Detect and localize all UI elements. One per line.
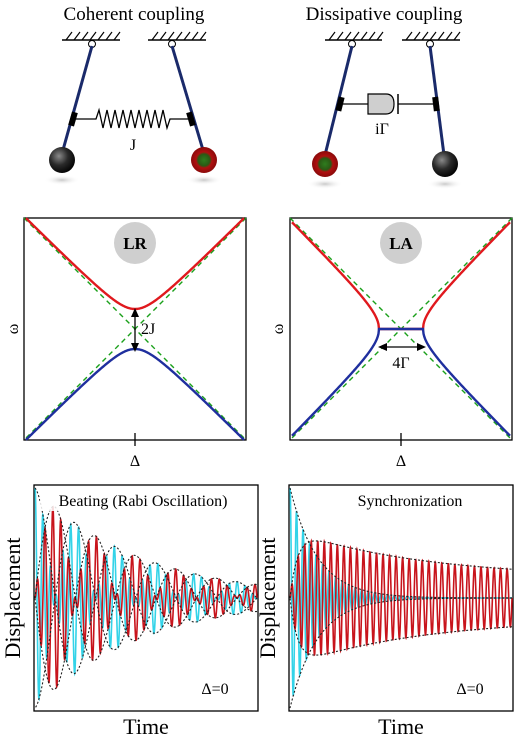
sync-time-axis: Time (378, 714, 424, 739)
sync-displacement-axis: Displacement (255, 538, 280, 659)
dissipative-pendulums: iΓ (307, 31, 463, 189)
la-detuning-axis: Δ (396, 453, 406, 470)
bob-icon (312, 151, 338, 177)
spring-icon (76, 107, 188, 131)
la-badge-label: LA (389, 234, 413, 253)
la-dispersion-panel: 4Γ LA Δ ω (270, 217, 513, 470)
lr-badge (114, 222, 156, 264)
sync-detuning-label: Δ=0 (456, 681, 483, 698)
coupling-constant-j: J (130, 137, 136, 154)
sync-red-trace (289, 538, 513, 657)
bob-icon (49, 147, 75, 173)
coherent-title: Coherent coupling (64, 4, 205, 25)
la-badge (380, 222, 422, 264)
dissipative-title: Dissipative coupling (306, 4, 463, 25)
lr-detuning-axis: Δ (130, 453, 140, 470)
lr-frequency-axis: ω (5, 324, 22, 335)
lr-dispersion-panel: 2J LR Δ ω (5, 217, 247, 470)
beating-label: Beating (Rabi Oscillation) (59, 493, 228, 510)
lr-badge-label: LR (123, 234, 147, 253)
bob-icon (432, 151, 458, 177)
beating-panel: Beating (Rabi Oscillation) Δ=0 Time Disp… (0, 484, 259, 739)
la-frequency-axis: ω (270, 324, 287, 335)
lr-gap-label: 2J (141, 321, 155, 338)
beating-displacement-axis: Displacement (0, 538, 25, 659)
coherent-pendulums: J (44, 31, 222, 185)
coupling-constant-igamma: iΓ (375, 121, 389, 138)
beating-detuning-label: Δ=0 (201, 681, 228, 698)
la-gap-label: 4Γ (392, 355, 409, 372)
bob-icon (191, 147, 217, 173)
sync-label: Synchronization (358, 493, 463, 510)
dashpot-icon (343, 93, 433, 115)
sync-panel: Synchronization Δ=0 Time Displacement (255, 484, 514, 739)
beating-time-axis: Time (123, 714, 169, 739)
